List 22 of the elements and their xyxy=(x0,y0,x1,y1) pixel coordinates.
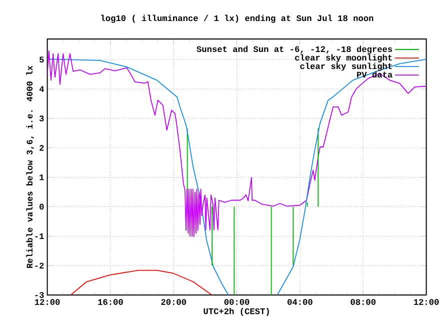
x-tick-label: 00:00 xyxy=(224,299,250,305)
x-tick-label: 04:00 xyxy=(288,299,312,305)
x-tick-label: 12:00 xyxy=(414,299,439,305)
legend-label: clear sky moonlight xyxy=(295,54,392,62)
y-tick-label: 0 xyxy=(40,204,44,210)
x-axis-title: UTC+2h (CEST) xyxy=(204,308,269,316)
y-tick-label: 2 xyxy=(40,145,44,151)
legend-label: clear sky sunlight xyxy=(300,62,392,71)
x-tick-label: 16:00 xyxy=(98,299,123,305)
y-axis-title: Reliable values below 3,6, i.e. 4000 lx xyxy=(26,66,34,268)
y-tick-label: -1 xyxy=(35,233,44,239)
y-tick-label: -3 xyxy=(35,292,44,298)
chart-title: log10 ( illuminance / 1 lx) ending at Sun Jul 18 noon xyxy=(101,14,374,23)
x-tick-label: 08:00 xyxy=(350,299,376,305)
y-tick-label: 4 xyxy=(39,86,44,92)
y-tick-label: 5 xyxy=(40,56,44,62)
legend-label: Sunset and Sun at -6, -12, -18 degrees xyxy=(196,46,392,54)
y-tick-label: 1 xyxy=(40,174,44,180)
x-tick-label: 20:00 xyxy=(161,299,186,305)
x-tick-label: 12:00 xyxy=(34,299,60,305)
y-tick-label: -2 xyxy=(35,262,44,268)
y-tick-label: 3 xyxy=(39,116,44,122)
